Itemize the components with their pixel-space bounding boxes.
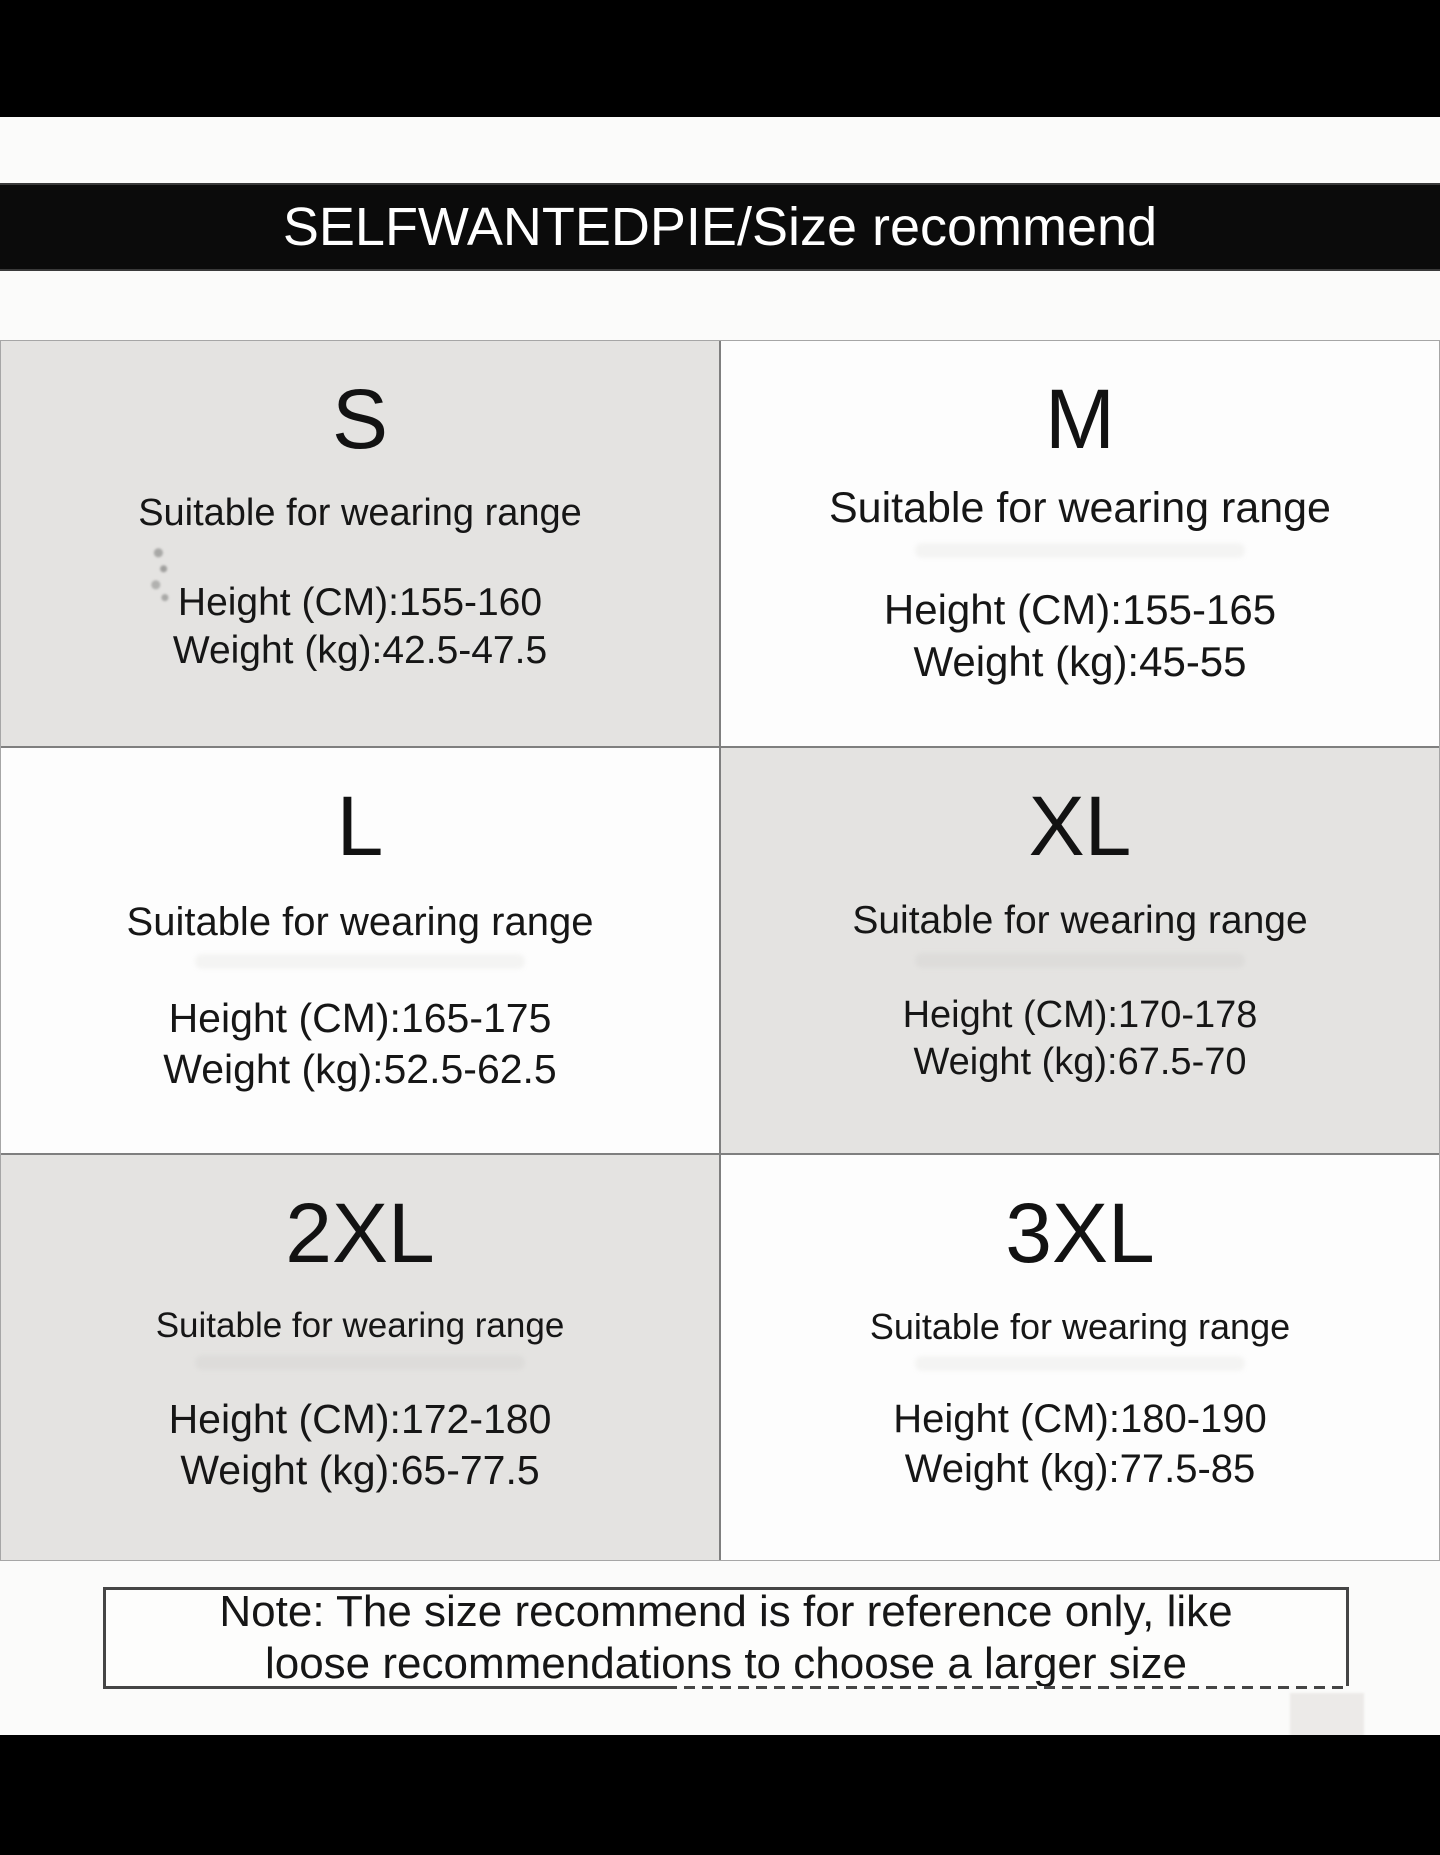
corner-smudge: [1290, 1693, 1364, 1737]
size-cell-3xl: 3XL Suitable for wearing range Height (C…: [721, 1155, 1439, 1560]
size-cell-2xl: 2XL Suitable for wearing range Height (C…: [1, 1155, 719, 1560]
watermark-smudge: [195, 1355, 525, 1370]
height-range: Height (CM):180-190: [893, 1397, 1267, 1442]
top-black-bar: [0, 0, 1440, 117]
size-label: XL: [1028, 779, 1132, 873]
size-subtitle: Suitable for wearing range: [829, 484, 1331, 532]
watermark-smudge: [915, 952, 1245, 968]
height-range: Height (CM):172-180: [168, 1396, 552, 1442]
watermark-smudge: [915, 1356, 1245, 1372]
size-grid: S Suitable for wearing range Height (CM)…: [0, 340, 1440, 1561]
size-label: M: [1045, 372, 1115, 466]
weight-range: Weight (kg):67.5-70: [913, 1040, 1247, 1083]
size-cell-s: S Suitable for wearing range Height (CM)…: [1, 341, 719, 746]
size-subtitle: Suitable for wearing range: [155, 1306, 565, 1345]
weight-range: Weight (kg):45-55: [913, 637, 1247, 685]
size-label: 2XL: [285, 1186, 435, 1280]
watermark-smudge: [915, 542, 1245, 558]
height-range: Height (CM):165-175: [168, 995, 552, 1041]
size-label: S: [331, 372, 389, 466]
size-cell-m: M Suitable for wearing range Height (CM)…: [721, 341, 1439, 746]
watermark-smudge: [195, 954, 525, 969]
size-cell-xl: XL Suitable for wearing range Height (CM…: [721, 748, 1439, 1153]
page-title: SELFWANTEDPIE/Size recommend: [282, 197, 1158, 257]
height-range: Height (CM):170-178: [902, 993, 1258, 1036]
bottom-black-bar: [0, 1735, 1440, 1855]
title-banner: SELFWANTEDPIE/Size recommend: [0, 183, 1440, 271]
size-label: 3XL: [1005, 1186, 1155, 1280]
size-cell-l: L Suitable for wearing range Height (CM)…: [1, 748, 719, 1153]
size-subtitle: Suitable for wearing range: [852, 899, 1308, 942]
note-line-2: loose recommendations to choose a larger…: [264, 1639, 1188, 1688]
size-label: L: [336, 779, 384, 873]
weight-range: Weight (kg):77.5-85: [904, 1446, 1256, 1491]
note-line-1: Note: The size recommend is for referenc…: [219, 1587, 1233, 1637]
size-subtitle: Suitable for wearing range: [126, 900, 594, 944]
size-subtitle: Suitable for wearing range: [869, 1306, 1291, 1347]
weight-range: Weight (kg):65-77.5: [180, 1446, 540, 1493]
note-box: Note: The size recommend is for referenc…: [103, 1587, 1349, 1689]
size-subtitle: Suitable for wearing range: [138, 492, 582, 534]
weight-range: Weight (kg):42.5-47.5: [172, 628, 548, 672]
height-range: Height (CM):155-165: [883, 585, 1277, 633]
height-range: Height (CM):155-160: [177, 580, 543, 624]
weight-range: Weight (kg):52.5-62.5: [163, 1045, 557, 1092]
watermark-scribble: [148, 540, 174, 604]
